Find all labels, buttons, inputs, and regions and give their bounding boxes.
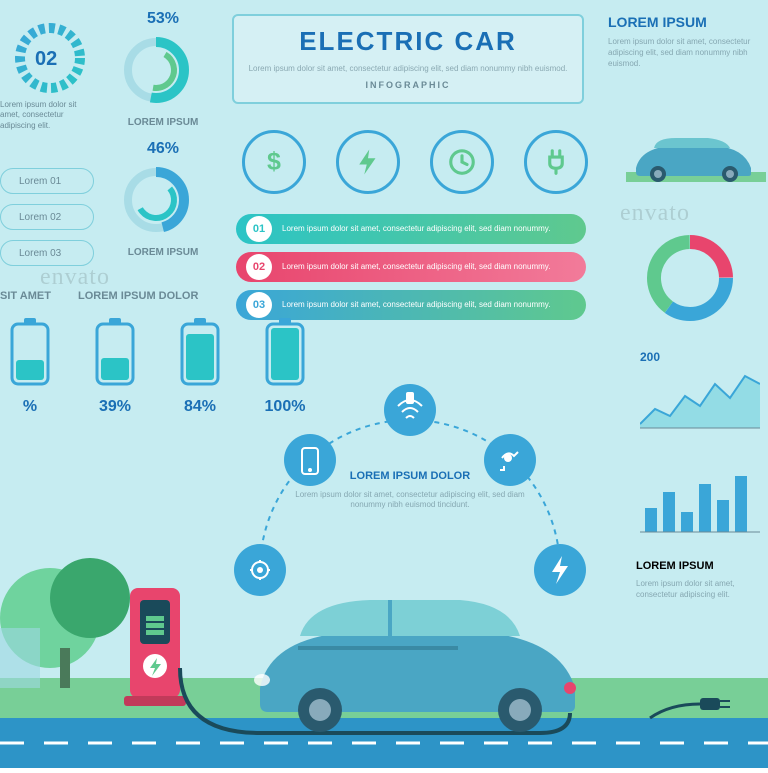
clock-icon	[430, 130, 494, 194]
area-label: 200	[640, 350, 760, 364]
right-text-block: LOREM IPSUM Lorem ipsum dolor sit amet, …	[608, 14, 758, 70]
pill2-label: Lorem 02	[19, 212, 61, 223]
gear-badge: 02	[10, 18, 90, 98]
info-bars: 01 Lorem ipsum dolor sit amet, consectetu…	[236, 214, 586, 328]
icon-row: $	[242, 130, 588, 194]
title-main: ELECTRIC CAR	[234, 26, 582, 57]
batt1-pct: %	[0, 398, 60, 416]
rt-title: LOREM IPSUM	[608, 14, 758, 30]
donut2-percent: 46%	[118, 140, 208, 158]
dollar-icon: $	[242, 130, 306, 194]
donut-chart-1: 53% LOREM IPSUM	[118, 10, 208, 128]
pill3-label: Lorem 03	[19, 248, 61, 259]
batt2-pct: 39%	[85, 398, 145, 416]
area-chart: 200	[640, 350, 760, 439]
title-tag: INFOGRAPHIC	[234, 80, 582, 90]
bar2-txt: Lorem ipsum dolor sit amet, consectetur …	[282, 262, 550, 272]
battery-1: %	[0, 318, 60, 416]
arc-body: Lorem ipsum dolor sit amet, consectetur …	[280, 490, 540, 511]
bar1-txt: Lorem ipsum dolor sit amet, consectetur …	[282, 224, 550, 234]
bolt-icon	[336, 130, 400, 194]
pill1-label: Lorem 01	[19, 176, 61, 187]
section-title-2: LOREM IPSUM DOLOR	[78, 290, 198, 302]
battery-2: 39%	[85, 318, 145, 416]
donut1-percent: 53%	[118, 10, 208, 28]
gear-number: 02	[35, 48, 57, 71]
donut-chart-2: 46% LOREM IPSUM	[118, 140, 208, 258]
svg-text:$: $	[267, 148, 281, 176]
title-panel: ELECTRIC CAR Lorem ipsum dolor sit amet,…	[232, 14, 584, 104]
rt-body: Lorem ipsum dolor sit amet, consectetur …	[608, 36, 758, 70]
donut-right	[640, 228, 740, 328]
section-title-1: SIT AMET	[0, 290, 51, 302]
pill-item-2: Lorem 02	[0, 204, 94, 230]
charging-scene	[0, 538, 768, 768]
plug-icon	[524, 130, 588, 194]
bar-2: 02 Lorem ipsum dolor sit amet, consectetu…	[236, 252, 586, 282]
pill-list: Lorem 01 Lorem 02 Lorem 03	[0, 168, 94, 276]
bar1-num: 01	[246, 216, 272, 242]
donut2-label: LOREM IPSUM	[118, 247, 208, 258]
pill-item-3: Lorem 03	[0, 240, 94, 266]
bar3-num: 03	[246, 292, 272, 318]
watermark-2: envato	[620, 200, 690, 227]
pill-item-1: Lorem 01	[0, 168, 94, 194]
watermark-1: envato	[40, 264, 110, 291]
bar-3: 03 Lorem ipsum dolor sit amet, consectetu…	[236, 290, 586, 320]
gear-caption: Lorem ipsum dolor sit amet, consectetur …	[0, 100, 90, 131]
small-car-icon	[626, 128, 756, 184]
bar-1: 01 Lorem ipsum dolor sit amet, consectetu…	[236, 214, 586, 244]
bar-chart	[640, 460, 760, 540]
arc-title: LOREM IPSUM DOLOR	[200, 470, 620, 482]
bar3-txt: Lorem ipsum dolor sit amet, consectetur …	[282, 300, 550, 310]
bar2-num: 02	[246, 254, 272, 280]
title-sub: Lorem ipsum dolor sit amet, consectetur …	[234, 63, 582, 74]
donut1-label: LOREM IPSUM	[118, 117, 208, 128]
